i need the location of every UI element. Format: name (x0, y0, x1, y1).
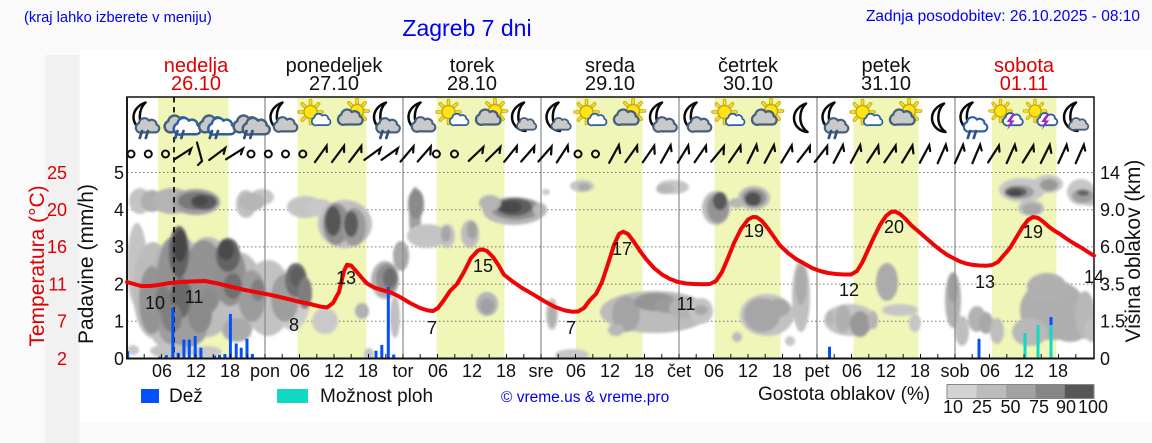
svg-text:06: 06 (704, 361, 724, 381)
svg-text:tor: tor (392, 361, 413, 381)
svg-text:14: 14 (1100, 163, 1120, 183)
svg-text:12: 12 (600, 361, 620, 381)
svg-text:1: 1 (114, 312, 124, 332)
svg-text:6.0: 6.0 (1100, 237, 1125, 257)
svg-text:Možnost ploh: Možnost ploh (320, 386, 433, 407)
svg-text:18: 18 (358, 361, 378, 381)
svg-text:8: 8 (289, 315, 299, 335)
svg-text:sreda: sreda (585, 55, 636, 77)
svg-text:18: 18 (220, 361, 240, 381)
svg-text:29.10: 29.10 (585, 73, 635, 95)
svg-text:7: 7 (427, 318, 437, 338)
svg-text:Padavine (mm/h): Padavine (mm/h) (75, 184, 98, 344)
svg-text:27.10: 27.10 (309, 73, 359, 95)
svg-text:4: 4 (114, 200, 124, 220)
svg-text:pon: pon (250, 361, 280, 381)
svg-text:0: 0 (1100, 349, 1110, 369)
svg-text:15: 15 (473, 256, 493, 276)
svg-text:18: 18 (496, 361, 516, 381)
svg-text:sob: sob (940, 361, 969, 381)
svg-text:18: 18 (1048, 361, 1068, 381)
svg-text:13: 13 (336, 268, 356, 288)
svg-text:Gostota oblakov (%): Gostota oblakov (%) (758, 384, 930, 405)
svg-text:18: 18 (910, 361, 930, 381)
svg-text:2: 2 (114, 274, 124, 294)
svg-text:06: 06 (980, 361, 1000, 381)
svg-text:torek: torek (450, 55, 495, 77)
svg-text:26.10: 26.10 (171, 73, 221, 95)
svg-text:20: 20 (884, 217, 904, 237)
svg-text:100: 100 (1078, 397, 1108, 417)
svg-text:10: 10 (145, 293, 165, 313)
svg-text:14: 14 (1084, 267, 1104, 287)
svg-text:31.10: 31.10 (861, 73, 911, 95)
svg-text:28.10: 28.10 (447, 73, 497, 95)
svg-text:06: 06 (842, 361, 862, 381)
svg-text:12: 12 (876, 361, 896, 381)
svg-text:3: 3 (114, 237, 124, 257)
svg-text:12: 12 (1014, 361, 1034, 381)
svg-text:Zadnja posodobitev: 26.10.2025: Zadnja posodobitev: 26.10.2025 - 08:10 (866, 8, 1140, 25)
svg-text:petek: petek (862, 55, 912, 77)
svg-text:06: 06 (428, 361, 448, 381)
svg-text:nedelja: nedelja (164, 55, 229, 77)
svg-text:7: 7 (57, 312, 67, 332)
svg-text:12: 12 (186, 361, 206, 381)
svg-text:7: 7 (566, 318, 576, 338)
svg-text:© vreme.us & vreme.pro: © vreme.us & vreme.pro (501, 389, 669, 406)
svg-text:06: 06 (566, 361, 586, 381)
svg-text:5: 5 (114, 163, 124, 183)
svg-text:16: 16 (47, 237, 67, 257)
svg-text:čet: čet (667, 361, 691, 381)
svg-text:17: 17 (612, 239, 632, 259)
svg-text:75: 75 (1029, 397, 1049, 417)
svg-text:četrtek: četrtek (718, 55, 779, 77)
svg-text:30.10: 30.10 (723, 73, 773, 95)
svg-text:19: 19 (1023, 222, 1043, 242)
svg-text:10: 10 (943, 397, 963, 417)
svg-text:50: 50 (1000, 397, 1020, 417)
svg-text:0: 0 (114, 349, 124, 369)
svg-text:12: 12 (839, 280, 859, 300)
svg-text:Temperatura (°C): Temperatura (°C) (26, 185, 49, 346)
svg-text:19: 19 (744, 221, 764, 241)
svg-text:18: 18 (772, 361, 792, 381)
svg-text:25: 25 (972, 397, 992, 417)
svg-text:90: 90 (1056, 397, 1076, 417)
svg-text:9.0: 9.0 (1100, 200, 1125, 220)
svg-text:01.11: 01.11 (1000, 73, 1049, 95)
svg-text:Zagreb 7 dni: Zagreb 7 dni (402, 15, 531, 41)
svg-text:pet: pet (804, 361, 829, 381)
svg-text:sobota: sobota (994, 55, 1055, 77)
svg-text:11: 11 (185, 287, 204, 307)
svg-text:06: 06 (290, 361, 310, 381)
svg-text:1.5: 1.5 (1100, 312, 1125, 332)
svg-text:25: 25 (47, 163, 67, 183)
svg-text:Dež: Dež (169, 386, 203, 407)
svg-text:(kraj lahko izberete v meniju): (kraj lahko izberete v meniju) (24, 10, 212, 26)
svg-text:3.5: 3.5 (1100, 274, 1125, 294)
svg-text:sre: sre (528, 361, 553, 381)
svg-text:ponedeljek: ponedeljek (286, 55, 384, 77)
svg-text:13: 13 (975, 272, 995, 292)
svg-text:12: 12 (324, 361, 344, 381)
svg-text:12: 12 (738, 361, 758, 381)
svg-text:06: 06 (152, 361, 172, 381)
svg-text:2: 2 (57, 349, 67, 369)
svg-text:11: 11 (677, 294, 696, 314)
svg-text:11: 11 (48, 274, 67, 294)
svg-text:18: 18 (634, 361, 654, 381)
svg-text:20: 20 (47, 200, 67, 220)
svg-text:12: 12 (462, 361, 482, 381)
svg-text:Višina oblakov (km): Višina oblakov (km) (1122, 160, 1145, 343)
